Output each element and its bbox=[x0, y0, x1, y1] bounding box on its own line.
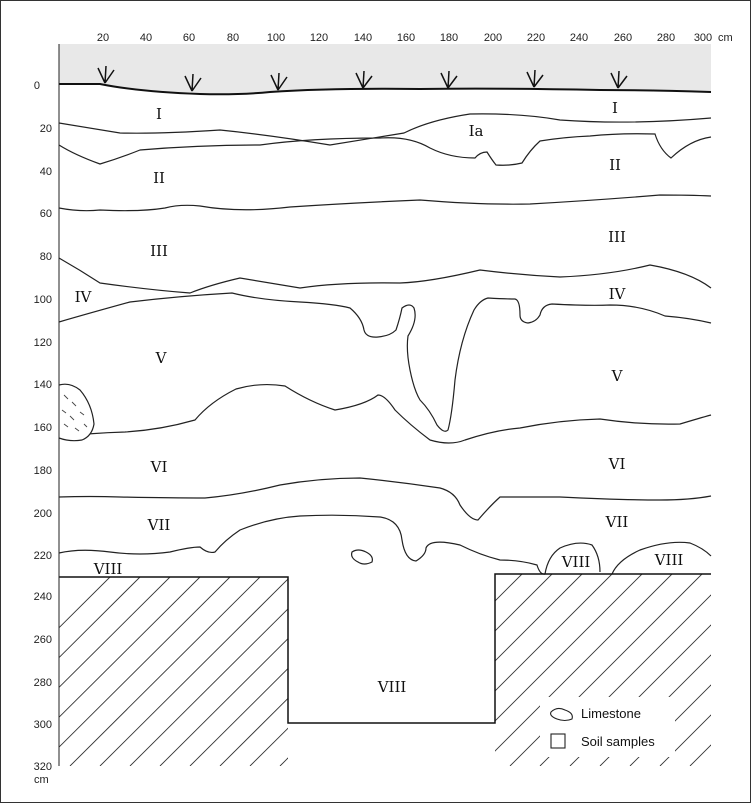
x-tick-label: 60 bbox=[183, 32, 195, 44]
x-tick-label: 300 bbox=[694, 32, 712, 44]
layer-label: IV bbox=[609, 285, 627, 303]
x-tick-label: 200 bbox=[484, 32, 502, 44]
y-tick-label: 300 bbox=[34, 719, 52, 731]
y-unit-label: cm bbox=[34, 774, 49, 786]
layer-label: VII bbox=[147, 516, 171, 534]
x-tick-label: 240 bbox=[570, 32, 588, 44]
x-tick-label: 120 bbox=[310, 32, 328, 44]
y-tick-label: 220 bbox=[34, 550, 52, 562]
x-tick-label: 180 bbox=[440, 32, 458, 44]
layer-label: VIII bbox=[561, 553, 591, 571]
x-tick-label: 140 bbox=[354, 32, 372, 44]
x-tick-label: 260 bbox=[614, 32, 632, 44]
x-tick-label: 100 bbox=[267, 32, 285, 44]
layer-label: II bbox=[609, 156, 621, 174]
y-tick-label: 120 bbox=[34, 337, 52, 349]
layer-label: VIII bbox=[377, 678, 407, 696]
legend-label-limestone: Limestone bbox=[581, 706, 641, 721]
x-tick-label: 40 bbox=[140, 32, 152, 44]
layer-label: VIII bbox=[654, 551, 684, 569]
y-tick-label: 20 bbox=[40, 123, 52, 135]
limestone-pebble bbox=[351, 549, 373, 565]
y-tick-label: 100 bbox=[34, 294, 52, 306]
layer-label: II bbox=[153, 169, 165, 187]
layer-label: IV bbox=[75, 288, 93, 306]
layer-label: VII bbox=[605, 513, 629, 531]
limestone-legend-icon bbox=[550, 707, 573, 722]
ground-surface-line bbox=[59, 83, 712, 96]
layer-label: VI bbox=[608, 455, 626, 473]
y-tick-label: 60 bbox=[40, 208, 52, 220]
limestone-block bbox=[58, 383, 95, 442]
layer-labels: I I Ia II II III III IV IV V V VI VI VII… bbox=[75, 99, 684, 696]
layer-boundaries bbox=[58, 113, 712, 575]
layer-label: VIII bbox=[93, 560, 123, 578]
surface-band bbox=[59, 44, 711, 95]
vegetation-marks bbox=[97, 65, 628, 92]
x-tick-label: 220 bbox=[527, 32, 545, 44]
layer-label: III bbox=[150, 242, 168, 260]
legend: Limestone Soil samples bbox=[550, 706, 655, 749]
x-tick-label: 80 bbox=[227, 32, 239, 44]
y-tick-label: 200 bbox=[34, 508, 52, 520]
y-axis: 0 20 40 60 80 100 120 140 160 180 200 22… bbox=[34, 80, 52, 786]
y-tick-label: 240 bbox=[34, 591, 52, 603]
legend-label-soil-samples: Soil samples bbox=[581, 734, 655, 749]
y-tick-label: 140 bbox=[34, 379, 52, 391]
y-tick-label: 0 bbox=[34, 80, 40, 92]
y-tick-label: 80 bbox=[40, 251, 52, 263]
y-tick-label: 40 bbox=[40, 166, 52, 178]
layer-label: V bbox=[611, 367, 624, 385]
x-unit-label: cm bbox=[718, 32, 733, 44]
y-tick-label: 280 bbox=[34, 677, 52, 689]
x-tick-label: 280 bbox=[657, 32, 675, 44]
layer-label: Ia bbox=[469, 122, 484, 140]
layer-label: I bbox=[156, 105, 162, 123]
y-tick-label: 160 bbox=[34, 422, 52, 434]
layer-label: V bbox=[155, 349, 168, 367]
layer-label: III bbox=[608, 228, 626, 246]
y-tick-label: 260 bbox=[34, 634, 52, 646]
x-tick-label: 20 bbox=[97, 32, 109, 44]
layer-label: I bbox=[612, 99, 618, 117]
x-axis: 20 40 60 80 100 120 140 160 180 200 220 … bbox=[97, 32, 733, 44]
y-tick-label: 180 bbox=[34, 465, 52, 477]
soil-samples-legend-icon bbox=[550, 733, 566, 749]
x-tick-label: 160 bbox=[397, 32, 415, 44]
y-tick-label: 320 bbox=[34, 761, 52, 773]
layer-label: VI bbox=[150, 458, 168, 476]
